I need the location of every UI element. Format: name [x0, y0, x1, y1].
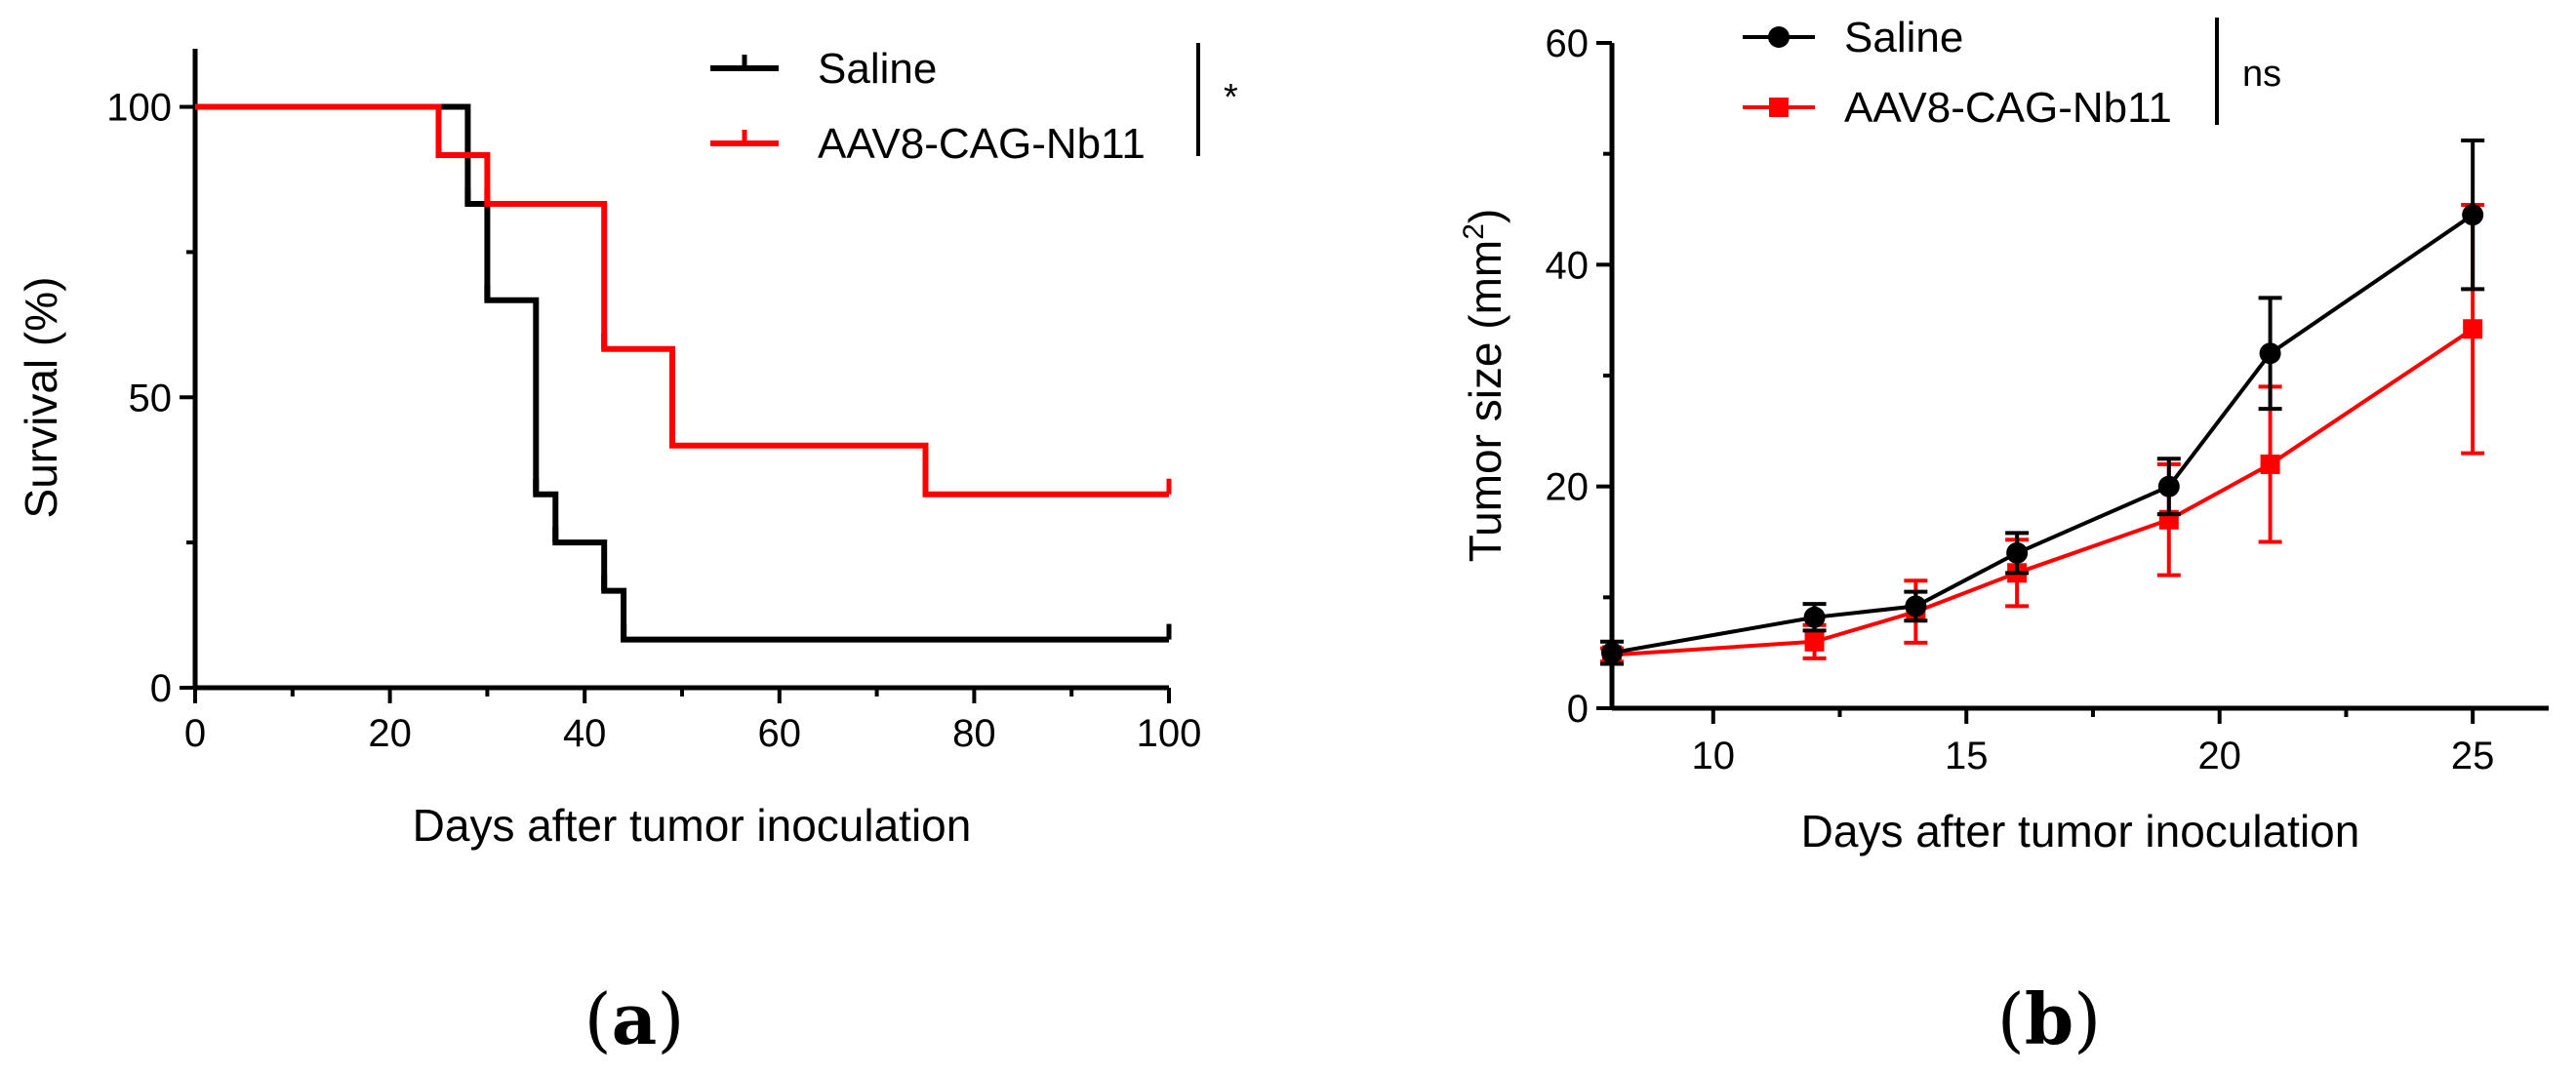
data-point-saline	[2157, 475, 2180, 498]
x-tick-label: 100	[1137, 712, 1202, 755]
panel-letter: b	[2025, 977, 2073, 1060]
tumor-size-chart: 0 20 40 60 10 15 20 25 Days after tumor inoculat…	[1458, 14, 2549, 1060]
y-tick-label: 0	[1567, 688, 1589, 731]
x-tick-label: 20	[2197, 735, 2241, 777]
x-tick-label: 25	[2451, 735, 2495, 777]
data-point-saline	[1601, 642, 1623, 664]
y-tick-label: 0	[150, 667, 172, 710]
data-point-saline	[1905, 595, 1927, 617]
data-point-aav8	[1804, 631, 1825, 652]
y-axis-label: Survival (%)	[16, 277, 66, 519]
x-tick-label: 0	[184, 712, 206, 755]
y-axis-label: Tumor size (mm2)	[1458, 209, 1510, 563]
survival-chart: 0 50 100 0 20 40 60 80 100 Days after tumor inocu…	[16, 43, 1238, 1060]
y-tick-label: 40	[1546, 244, 1590, 287]
growth-line-aav8	[1611, 327, 2475, 657]
data-point-saline	[1803, 606, 1826, 628]
panel-label-a: (a)	[584, 977, 685, 1060]
legend-label: AAV8-CAG-Nb11	[818, 120, 1146, 168]
panel-letter: a	[612, 977, 658, 1060]
y-tick-label: 20	[1546, 466, 1590, 509]
significance-label: ns	[2242, 54, 2281, 95]
x-tick-label: 40	[563, 712, 607, 755]
y-tick-label: 50	[129, 377, 173, 419]
significance-label: *	[1224, 77, 1238, 118]
y-tick-label: 60	[1546, 22, 1590, 65]
x-tick-label: 15	[1945, 735, 1989, 777]
x-tick-label: 60	[758, 712, 802, 755]
data-point-saline	[2006, 541, 2029, 564]
legend-label: Saline	[818, 45, 937, 93]
x-tick-label: 20	[368, 712, 412, 755]
data-point-saline	[2462, 204, 2484, 226]
data-point-aav8	[2260, 454, 2280, 474]
legend-marker	[1768, 26, 1790, 48]
x-axis-label: Days after tumor inoculation	[413, 800, 972, 851]
x-tick-label: 80	[952, 712, 996, 755]
legend-marker	[1769, 98, 1789, 117]
legend-label: AAV8-CAG-Nb11	[1844, 84, 2172, 132]
y-tick-label: 100	[106, 87, 172, 130]
panel-label-b: (b)	[1997, 977, 2102, 1060]
x-tick-label: 10	[1692, 735, 1736, 777]
data-point-aav8	[2463, 319, 2483, 339]
growth-line-saline	[1611, 213, 2475, 656]
x-axis-label: Days after tumor inoculation	[1801, 806, 2360, 856]
survival-curve-saline	[195, 103, 1169, 643]
legend-label: Saline	[1844, 14, 1963, 61]
data-point-saline	[2259, 342, 2281, 365]
